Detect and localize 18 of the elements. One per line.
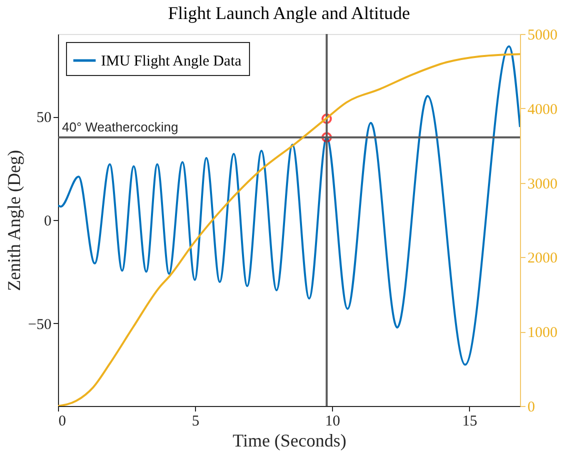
x-tick-label: 10: [325, 414, 340, 430]
y-tick-label: −50: [28, 316, 52, 333]
y-tick-label: 50: [36, 110, 52, 126]
y2-tick-label: 1000: [528, 325, 558, 342]
x-axis-title: Time (Seconds): [232, 430, 346, 450]
legend-label: IMU Flight Angle Data: [101, 54, 242, 70]
y2-tick-label: 5000: [528, 28, 558, 44]
ref-line-label: 40° Weathercocking: [62, 119, 178, 134]
y2-tick-label: 2000: [528, 250, 558, 267]
y2-tick-label: 3000: [528, 176, 558, 192]
chart-title: Flight Launch Angle and Altitude: [168, 3, 410, 23]
x-tick-label: 0: [58, 414, 66, 430]
y-tick-label: 0: [44, 214, 52, 230]
x-tick-label: 15: [462, 414, 478, 430]
y2-tick-label: 0: [528, 400, 535, 416]
y2-tick-label: 4000: [528, 102, 558, 118]
x-tick-label: 5: [192, 414, 200, 430]
y-axis-title: Zenith Angle (Deg): [4, 150, 24, 291]
